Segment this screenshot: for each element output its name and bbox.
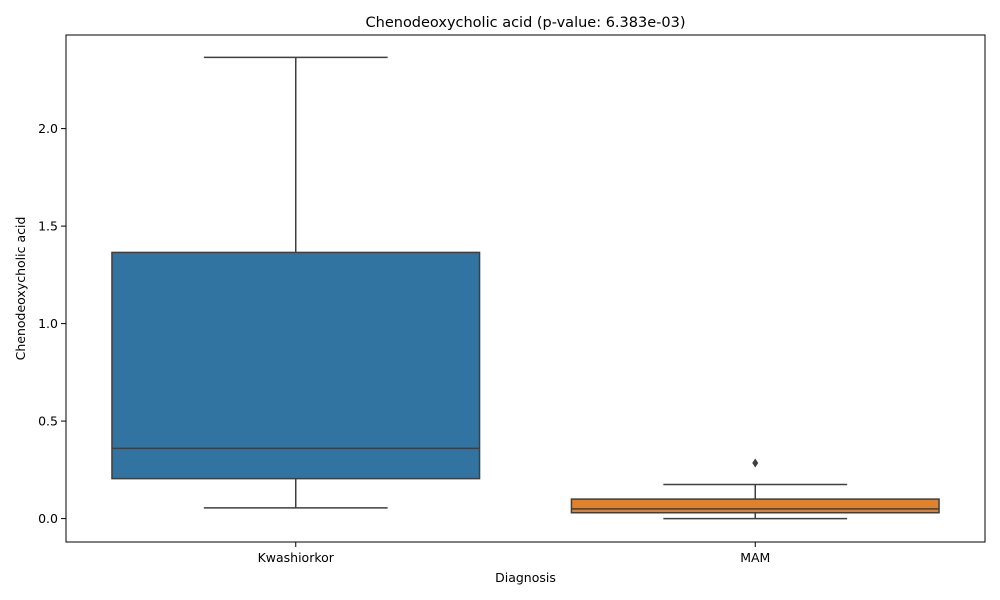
y-tick-label: 1.0 — [38, 316, 58, 331]
plot-frame — [65, 34, 986, 543]
plot-area — [111, 56, 940, 520]
y-tick-label: 0.0 — [38, 511, 58, 526]
x-axis: Kwashiorkor MAM — [258, 542, 770, 565]
x-axis-label: Diagnosis — [495, 570, 556, 585]
box-group-kwashiorkor — [111, 56, 481, 509]
y-tick-label: 2.0 — [38, 121, 58, 136]
chart-title: Chenodeoxycholic acid (p-value: 6.383e-0… — [366, 15, 686, 31]
box-kwashiorkor — [111, 251, 481, 480]
outlier-point — [752, 458, 759, 468]
x-tick-label: MAM — [740, 550, 770, 565]
box-group-mam — [570, 458, 940, 520]
x-tick-label: Kwashiorkor — [258, 550, 335, 565]
y-tick-label: 0.5 — [38, 414, 58, 429]
y-tick-label: 1.5 — [38, 219, 58, 234]
y-axis: 0.0 0.5 1.0 1.5 2.0 — [38, 121, 66, 526]
box-mam — [570, 498, 940, 514]
y-axis-label: Chenodeoxycholic acid — [13, 217, 28, 361]
